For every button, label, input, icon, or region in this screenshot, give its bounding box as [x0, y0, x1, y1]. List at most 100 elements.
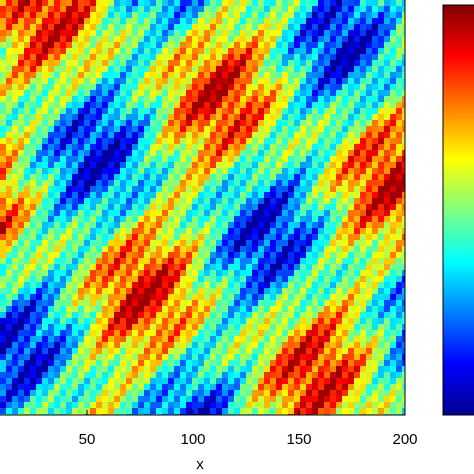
heatmap-cell — [24, 96, 31, 103]
heatmap-cell — [216, 60, 223, 67]
heatmap-cell — [258, 66, 265, 73]
heatmap-cell — [276, 192, 283, 199]
heatmap-cell — [144, 300, 151, 307]
heatmap-cell — [312, 270, 319, 277]
heatmap-cell — [210, 282, 217, 289]
heatmap-cell — [12, 72, 19, 79]
heatmap-cell — [216, 246, 223, 253]
heatmap-cell — [168, 402, 175, 409]
heatmap-cell — [270, 288, 277, 295]
heatmap-cell — [144, 342, 151, 349]
heatmap-cell — [216, 372, 223, 379]
heatmap-cell — [288, 96, 295, 103]
heatmap-cell — [138, 96, 145, 103]
heatmap-cell — [312, 342, 319, 349]
heatmap-cell — [300, 366, 307, 373]
heatmap-cell — [288, 114, 295, 121]
heatmap-cell — [300, 30, 307, 37]
heatmap-cell — [66, 342, 73, 349]
heatmap-cell — [90, 108, 97, 115]
heatmap-cell — [114, 372, 121, 379]
heatmap-cell — [132, 258, 139, 265]
heatmap-cell — [102, 330, 109, 337]
heatmap-cell — [174, 156, 181, 163]
heatmap-cell — [60, 84, 67, 91]
heatmap-cell — [312, 0, 319, 7]
heatmap-cell — [240, 192, 247, 199]
heatmap-cell — [222, 228, 229, 235]
heatmap-cell — [24, 378, 31, 385]
heatmap-cell — [90, 138, 97, 145]
heatmap-cell — [342, 360, 349, 367]
heatmap-cell — [222, 0, 229, 7]
heatmap-cell — [96, 216, 103, 223]
heatmap-cell — [12, 174, 19, 181]
heatmap-cell — [384, 138, 391, 145]
heatmap-cell — [246, 0, 253, 7]
heatmap-cell — [66, 186, 73, 193]
heatmap-cell — [264, 36, 271, 43]
heatmap-cell — [348, 390, 355, 397]
heatmap-cell — [126, 66, 133, 73]
heatmap-cell — [342, 264, 349, 271]
heatmap-cell — [312, 186, 319, 193]
heatmap-cell — [12, 120, 19, 127]
heatmap-cell — [360, 396, 367, 403]
heatmap-cell — [330, 162, 337, 169]
heatmap-cell — [396, 198, 403, 205]
heatmap-cell — [180, 42, 187, 49]
heatmap-cell — [138, 216, 145, 223]
heatmap-cell — [66, 264, 73, 271]
heatmap-cell — [30, 396, 37, 403]
heatmap-cell — [180, 306, 187, 313]
heatmap-cell — [234, 204, 241, 211]
heatmap-cell — [246, 12, 253, 19]
heatmap-cell — [30, 330, 37, 337]
heatmap-cell — [276, 222, 283, 229]
heatmap-cell — [90, 348, 97, 355]
heatmap-cell — [210, 192, 217, 199]
heatmap-cell — [234, 324, 241, 331]
heatmap-cell — [162, 198, 169, 205]
heatmap-cell — [126, 132, 133, 139]
heatmap-cell — [6, 168, 13, 175]
heatmap-cell — [234, 390, 241, 397]
heatmap-cell — [120, 90, 127, 97]
heatmap-cell — [12, 60, 19, 67]
heatmap-cell — [156, 66, 163, 73]
heatmap-cell — [252, 216, 259, 223]
heatmap-cell — [210, 102, 217, 109]
heatmap-cell — [330, 354, 337, 361]
heatmap-cell — [54, 264, 61, 271]
heatmap-cell — [402, 78, 405, 85]
heatmap-cell — [150, 192, 157, 199]
heatmap-cell — [246, 372, 253, 379]
heatmap-cell — [114, 144, 121, 151]
heatmap-cell — [384, 252, 391, 259]
heatmap-cell — [108, 72, 115, 79]
heatmap-cell — [246, 102, 253, 109]
heatmap-cell — [186, 408, 193, 415]
heatmap-cell — [306, 174, 313, 181]
heatmap-cell — [174, 174, 181, 181]
heatmap-cell — [312, 102, 319, 109]
heatmap-cell — [12, 30, 19, 37]
heatmap-cell — [402, 258, 405, 265]
heatmap-cell — [24, 174, 31, 181]
heatmap-cell — [294, 114, 301, 121]
heatmap-cell — [240, 342, 247, 349]
heatmap-cell — [12, 42, 19, 49]
heatmap-cell — [372, 138, 379, 145]
heatmap-cell — [192, 72, 199, 79]
heatmap-cell — [186, 0, 193, 7]
heatmap-cell — [198, 114, 205, 121]
heatmap-cell — [72, 264, 79, 271]
heatmap-cell — [342, 168, 349, 175]
heatmap-cell — [78, 246, 85, 253]
heatmap-cell — [384, 408, 391, 415]
heatmap-cell — [258, 54, 265, 61]
heatmap-cell — [108, 132, 115, 139]
heatmap-cell — [60, 126, 67, 133]
heatmap-cell — [318, 204, 325, 211]
heatmap-cell — [156, 72, 163, 79]
